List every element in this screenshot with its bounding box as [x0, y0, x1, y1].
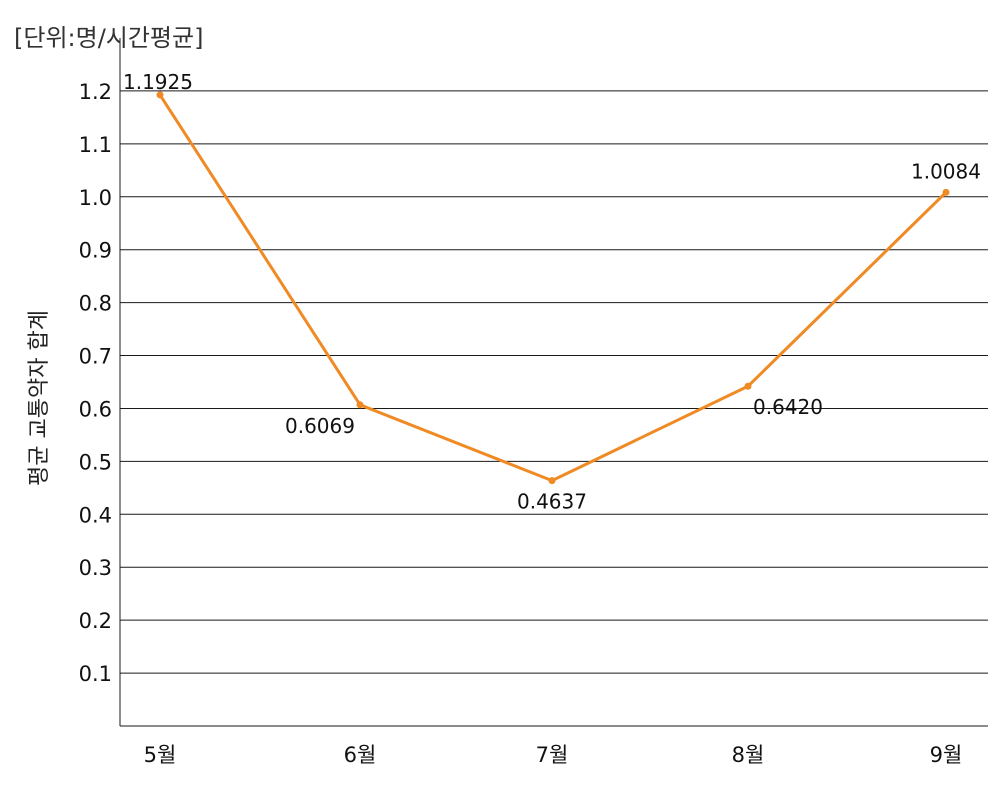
y-tick-label: 0.1: [79, 662, 112, 686]
data-label: 1.0084: [911, 159, 981, 183]
y-tick-label: 0.7: [79, 345, 112, 369]
x-tick-labels: 5월 6월 7월 8월 9월: [144, 743, 963, 767]
data-labels: 1.1925 0.6069 0.4637 0.6420 1.0084: [123, 70, 981, 514]
x-tick-label: 6월: [344, 743, 377, 767]
y-tick-label: 0.8: [79, 292, 112, 316]
unit-label: [단위:명/시간평균]: [14, 24, 204, 52]
data-point: [356, 401, 364, 409]
y-tick-label: 0.6: [79, 397, 112, 421]
x-tick-label: 5월: [144, 743, 177, 767]
data-point: [942, 188, 950, 196]
data-label: 0.4637: [517, 490, 587, 514]
y-tick-label: 1.1: [79, 133, 112, 157]
data-point: [548, 477, 556, 485]
y-tick-label: 0.3: [79, 556, 112, 580]
y-tick-label: 0.2: [79, 609, 112, 633]
data-label: 0.6069: [285, 414, 355, 438]
y-tick-label: 1.0: [79, 186, 112, 210]
axes: [119, 38, 988, 727]
data-point: [744, 382, 752, 390]
x-tick-label: 7월: [536, 743, 569, 767]
x-tick-label: 9월: [930, 743, 963, 767]
series-line: [158, 94, 948, 483]
grid-lines: [120, 90, 988, 674]
y-tick-label: 0.5: [79, 450, 112, 474]
data-label: 1.1925: [123, 70, 193, 94]
y-tick-labels: 0.1 0.2 0.3 0.4 0.5 0.6 0.7 0.8 0.9 1.0 1.1 1.2: [79, 80, 112, 686]
x-tick-label: 8월: [732, 743, 765, 767]
data-point: [156, 91, 164, 99]
series-group: [156, 91, 950, 485]
y-tick-label: 1.2: [79, 80, 112, 104]
y-axis-label: 평균 교통약자 합계: [27, 310, 52, 486]
y-tick-label: 0.4: [79, 503, 112, 527]
data-label: 0.6420: [753, 395, 823, 419]
y-tick-label: 0.9: [79, 239, 112, 263]
